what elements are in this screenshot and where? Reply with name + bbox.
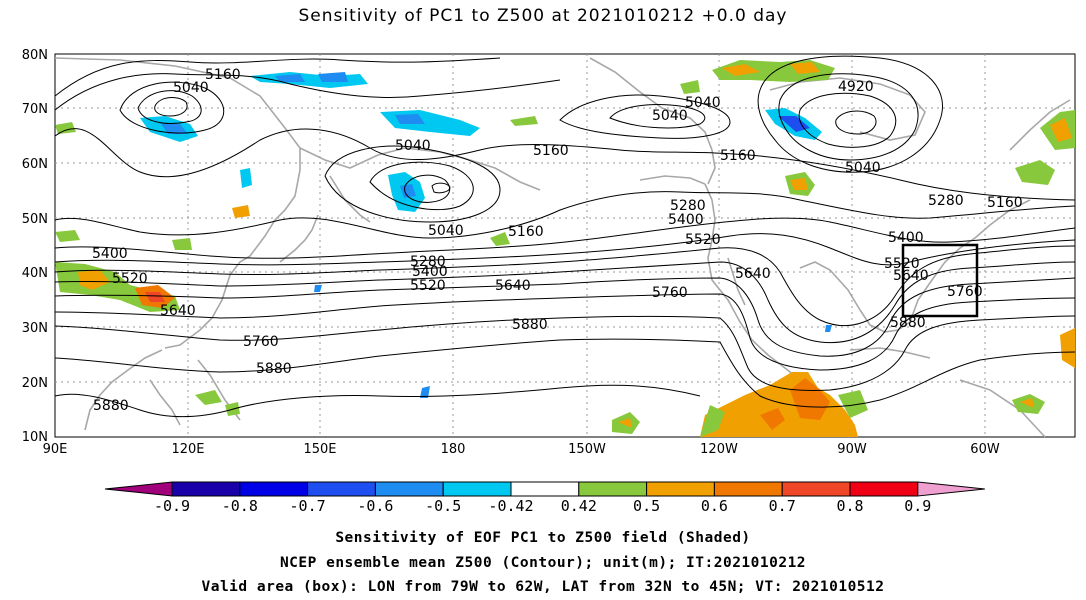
colorbar-label: 0.9 bbox=[904, 497, 931, 515]
lat-label: 10N bbox=[22, 430, 48, 445]
contour-label: 4920 bbox=[838, 79, 874, 95]
colorbar-cell bbox=[239, 481, 309, 497]
lat-label: 70N bbox=[22, 102, 48, 117]
contour-label: 5760 bbox=[947, 284, 983, 300]
contour-label: 5280 bbox=[410, 254, 446, 270]
colorbar-label: -0.42 bbox=[488, 497, 533, 515]
colorbar-label: 0.8 bbox=[836, 497, 863, 515]
colorbar-label: -0.5 bbox=[425, 497, 461, 515]
lon-label: 180 bbox=[441, 442, 466, 457]
lon-label: 60W bbox=[970, 442, 1000, 457]
longitude-labels: 90E 120E 150E 180 150W 120W 90W 60W bbox=[43, 442, 1000, 457]
contour-label: 5160 bbox=[508, 224, 544, 240]
colorbar-label: 0.6 bbox=[701, 497, 728, 515]
lon-label: 120E bbox=[171, 442, 204, 457]
colorbar-cell bbox=[442, 481, 512, 497]
contour-label: 5880 bbox=[256, 361, 292, 377]
contour-label: 5160 bbox=[720, 148, 756, 164]
colorbar-label: 0.7 bbox=[769, 497, 796, 515]
colorbar: -0.9 -0.8 -0.7 -0.6 -0.5 -0.42 0.42 0.5 0.6 0.7 0.… bbox=[104, 481, 985, 515]
contour-label: 5760 bbox=[652, 285, 688, 301]
colorbar-cell bbox=[781, 481, 851, 497]
contour-label: 5640 bbox=[893, 268, 929, 284]
lat-label: 80N bbox=[22, 48, 48, 63]
contour-labels: 5160 5040 5040 5160 5040 5040 5160 4920 … bbox=[92, 67, 1023, 414]
colorbar-cell bbox=[646, 481, 715, 497]
lat-label: 50N bbox=[22, 212, 48, 227]
footer-line-1: Sensitivity of EOF PC1 to Z500 field (Sh… bbox=[335, 530, 751, 546]
contour-label: 5400 bbox=[888, 230, 924, 246]
footer-line-2: NCEP ensemble mean Z500 (Contour); unit(… bbox=[279, 555, 807, 571]
lon-label: 90W bbox=[837, 442, 867, 457]
contour-label: 5640 bbox=[495, 278, 531, 294]
colorbar-cell bbox=[849, 481, 919, 497]
colorbar-cell bbox=[510, 481, 580, 497]
colorbar-cell bbox=[713, 481, 783, 497]
footer-line-3: Valid area (box): LON from 79W to 62W, L… bbox=[201, 579, 885, 595]
lat-label: 40N bbox=[22, 266, 48, 281]
colorbar-cell bbox=[104, 481, 173, 497]
contour-label: 5280 bbox=[928, 193, 964, 209]
contour-label: 5400 bbox=[412, 264, 448, 280]
colorbar-label: -0.6 bbox=[357, 497, 393, 515]
valid-area-box bbox=[901, 243, 979, 318]
colorbar-label: -0.9 bbox=[154, 497, 190, 515]
lon-label: 120W bbox=[700, 442, 738, 457]
colorbar-cell bbox=[374, 481, 444, 497]
lat-label: 60N bbox=[22, 157, 48, 172]
lat-label: 30N bbox=[22, 321, 48, 336]
colorbar-labels: -0.9 -0.8 -0.7 -0.6 -0.5 -0.42 0.42 0.5 0.6 0.7 0.… bbox=[154, 497, 931, 515]
contour-label: 5760 bbox=[243, 334, 279, 350]
contour-label: 5520 bbox=[112, 271, 148, 287]
contour-label: 5160 bbox=[205, 67, 241, 83]
contour-label: 5520 bbox=[410, 278, 446, 294]
contour-label: 5040 bbox=[845, 160, 881, 176]
contour-label: 5880 bbox=[512, 317, 548, 333]
colorbar-label: -0.8 bbox=[222, 497, 258, 515]
contour-label: 5400 bbox=[668, 212, 704, 228]
lon-label: 150E bbox=[303, 442, 336, 457]
lon-label: 150W bbox=[568, 442, 606, 457]
contour-label: 5160 bbox=[533, 143, 569, 159]
colorbar-cells bbox=[104, 481, 985, 497]
contour-label: 5040 bbox=[685, 95, 721, 111]
contour-label: 5400 bbox=[92, 246, 128, 262]
gridlines bbox=[55, 54, 1075, 437]
contour-label: 5280 bbox=[670, 198, 706, 214]
sensitivity-map: 5160 5040 5040 5160 5040 5040 5160 4920 … bbox=[22, 48, 1076, 457]
map-title: Sensitivity of PC1 to Z500 at 2021010212… bbox=[298, 6, 788, 26]
contour-label: 5040 bbox=[652, 108, 688, 124]
shade-orange-caribbean bbox=[700, 372, 858, 437]
colorbar-label: -0.7 bbox=[290, 497, 326, 515]
z500-contours bbox=[54, 55, 1076, 418]
contour-label: 5040 bbox=[173, 80, 209, 96]
colorbar-cell bbox=[578, 481, 648, 497]
contour-label: 5520 bbox=[685, 232, 721, 248]
contour-label: 5640 bbox=[735, 266, 771, 282]
colorbar-cell bbox=[917, 481, 985, 497]
contour-label: 5640 bbox=[160, 303, 196, 319]
contour-label: 5880 bbox=[890, 315, 926, 331]
colorbar-cell bbox=[307, 481, 376, 497]
contour-label: 5040 bbox=[395, 138, 431, 154]
colorbar-cell bbox=[171, 481, 241, 497]
contour-label: 5040 bbox=[428, 223, 464, 239]
colorbar-label: 0.5 bbox=[633, 497, 660, 515]
latitude-labels: 80N 70N 60N 50N 40N 30N 20N 10N bbox=[22, 48, 48, 445]
lon-label: 90E bbox=[43, 442, 68, 457]
lat-label: 20N bbox=[22, 376, 48, 391]
colorbar-label: 0.42 bbox=[561, 497, 597, 515]
sensitivity-shading bbox=[55, 60, 1075, 437]
contour-label: 5160 bbox=[987, 195, 1023, 211]
contour-label: 5880 bbox=[93, 398, 129, 414]
